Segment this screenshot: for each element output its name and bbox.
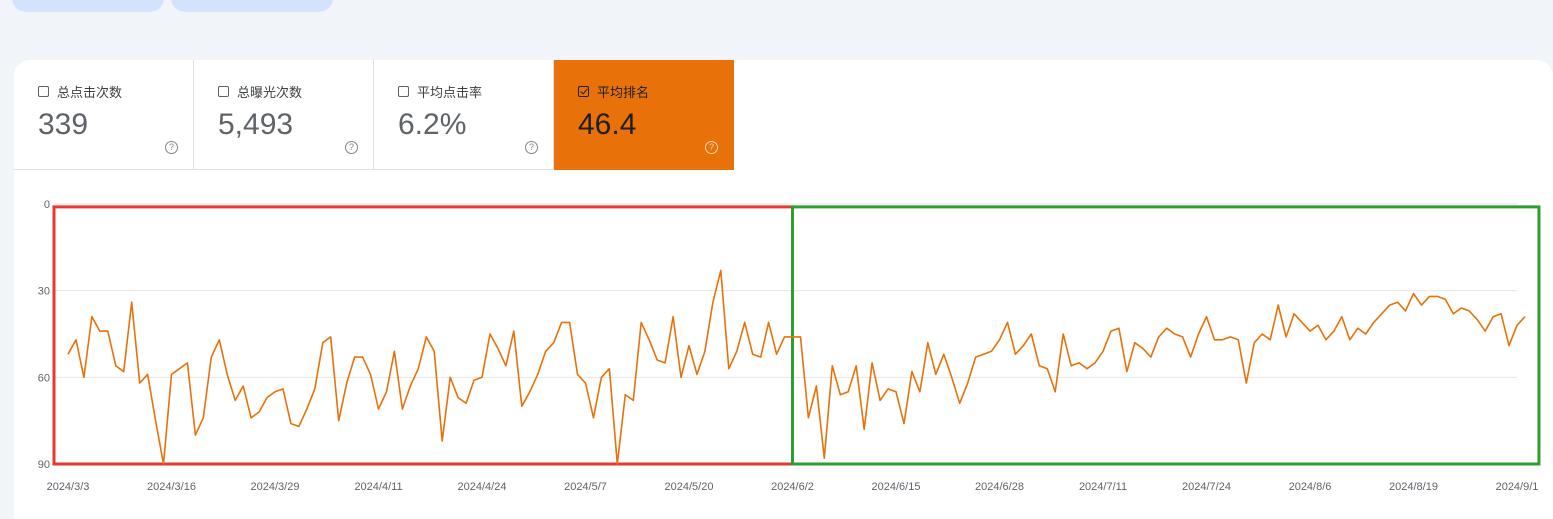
help-circle-icon[interactable]: ? — [705, 141, 718, 154]
x-tick-label: 2024/6/28 — [975, 481, 1024, 493]
x-tick-label: 2024/8/19 — [1389, 481, 1438, 493]
metric-label: 平均排名 — [597, 85, 650, 100]
x-tick-label: 2024/9/1 — [1496, 481, 1539, 493]
performance-card: 总点击次数 339 ? 总曝光次数 5,493 ? 平均点击率 6.2% ? 平… — [14, 60, 1553, 519]
help-circle-icon[interactable]: ? — [345, 141, 358, 154]
x-tick-label: 2024/3/16 — [147, 481, 196, 493]
checkbox-checked-icon[interactable] — [578, 86, 589, 97]
highlight-boxes — [52, 205, 1541, 466]
help-circle-icon[interactable]: ? — [165, 141, 178, 154]
x-tick-label: 2024/7/11 — [1079, 481, 1127, 493]
y-tick-label: 60 — [38, 372, 50, 384]
metric-value: 6.2% — [398, 108, 467, 141]
filter-chip-date-range[interactable] — [171, 0, 333, 12]
series-line — [67, 269, 1526, 465]
chart-grid — [54, 203, 1517, 465]
y-tick-label: 30 — [38, 286, 50, 298]
average-position-chart: 0 30 60 90 2024/3/3 2024/3/16 2024/3/29 2024/4… — [38, 199, 1541, 493]
checkbox-icon[interactable] — [38, 86, 49, 97]
top-filter-bar — [0, 0, 1553, 14]
metric-value: 339 — [38, 108, 89, 141]
metric-label: 平均点击率 — [417, 85, 483, 100]
annotation-box-green — [791, 205, 1541, 466]
metric-total-clicks[interactable]: 总点击次数 339 ? — [14, 60, 194, 170]
filter-chip-search-type[interactable] — [12, 0, 164, 12]
y-tick-label: 0 — [44, 199, 50, 211]
y-tick-label: 90 — [38, 459, 50, 471]
x-tick-label: 2024/5/7 — [564, 481, 607, 493]
x-tick-label: 2024/8/6 — [1289, 481, 1332, 493]
x-tick-label: 2024/3/3 — [47, 481, 90, 493]
metric-label: 总曝光次数 — [237, 85, 303, 100]
x-tick-label: 2024/4/24 — [458, 481, 507, 493]
y-axis: 0 30 60 90 — [38, 199, 50, 471]
checkbox-icon[interactable] — [218, 86, 229, 97]
help-circle-icon[interactable]: ? — [525, 141, 538, 154]
x-tick-label: 2024/5/20 — [665, 481, 714, 493]
annotation-box-red — [52, 205, 794, 466]
x-tick-label: 2024/7/24 — [1182, 481, 1231, 493]
metric-average-position[interactable]: 平均排名 46.4 ? — [554, 60, 734, 170]
x-axis: 2024/3/3 2024/3/16 2024/3/29 2024/4/11 2024/… — [47, 481, 1539, 493]
metric-average-ctr[interactable]: 平均点击率 6.2% ? — [374, 60, 554, 170]
x-tick-label: 2024/3/29 — [251, 481, 300, 493]
checkbox-icon[interactable] — [398, 86, 409, 97]
metric-value: 46.4 — [578, 108, 637, 141]
x-tick-label: 2024/6/2 — [771, 481, 814, 493]
metric-total-impressions[interactable]: 总曝光次数 5,493 ? — [194, 60, 374, 170]
metric-label: 总点击次数 — [57, 85, 123, 100]
x-tick-label: 2024/4/11 — [354, 481, 402, 493]
series-average-position — [67, 269, 1526, 465]
metric-value: 5,493 — [218, 108, 294, 141]
x-tick-label: 2024/6/15 — [872, 481, 921, 493]
